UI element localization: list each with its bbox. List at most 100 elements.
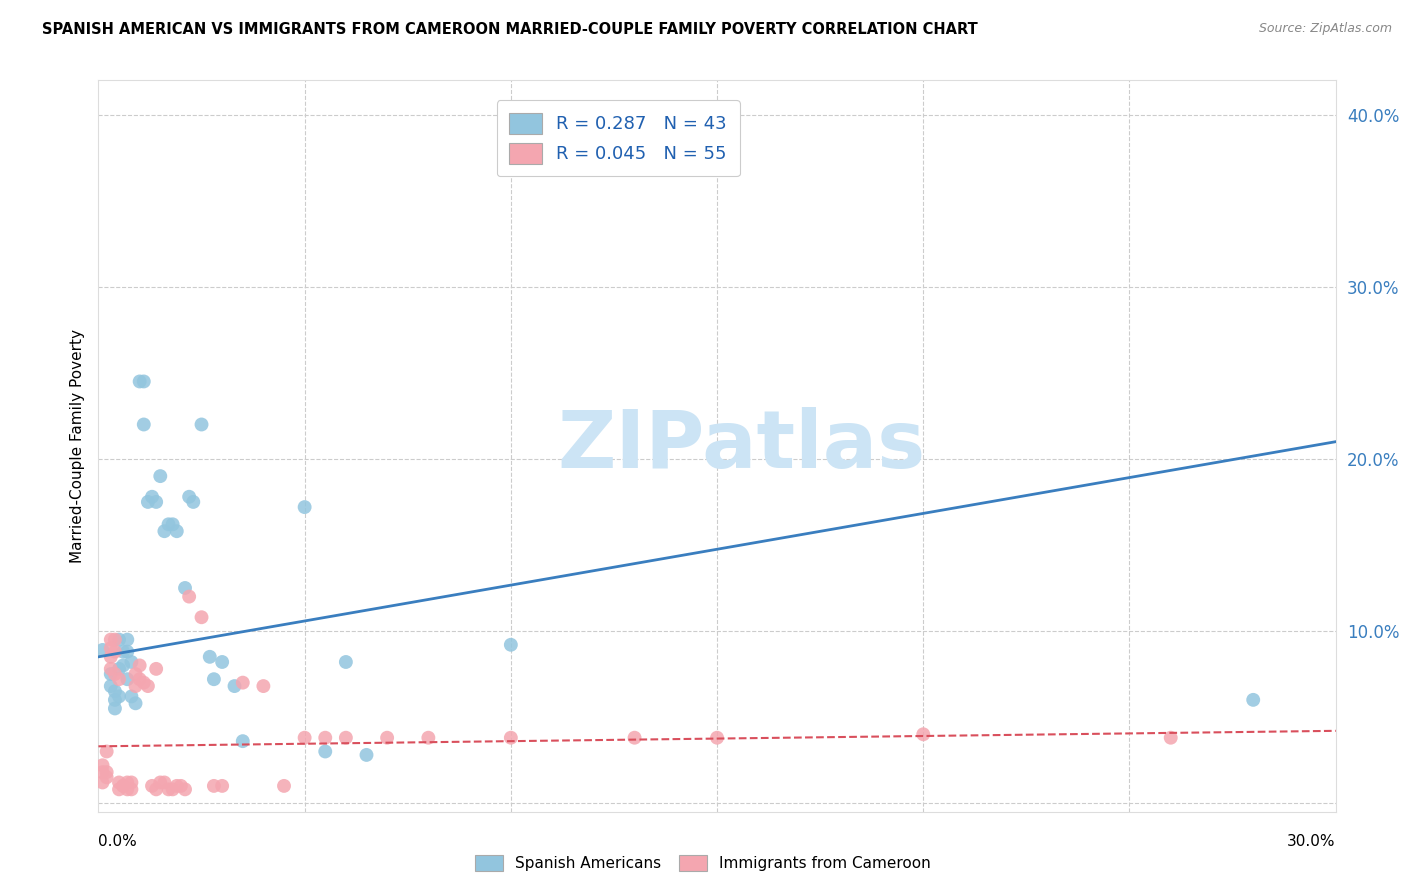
Point: [112, 658, 135, 673]
Point: [157, 517, 180, 532]
Point: [100, 667, 122, 681]
Point: [124, 667, 146, 681]
Point: [96, 765, 118, 780]
Point: [91, 758, 114, 772]
Point: [124, 679, 146, 693]
Point: [706, 731, 728, 745]
Point: [190, 417, 212, 432]
Point: [294, 500, 316, 514]
Point: [104, 684, 127, 698]
Point: [108, 632, 131, 647]
Point: [224, 679, 246, 693]
Point: [120, 655, 142, 669]
Text: ZIPatlas: ZIPatlas: [558, 407, 927, 485]
Point: [912, 727, 935, 741]
Point: [100, 679, 122, 693]
Point: [1241, 693, 1264, 707]
Legend: Spanish Americans, Immigrants from Cameroon: Spanish Americans, Immigrants from Camer…: [470, 849, 936, 877]
Text: 30.0%: 30.0%: [1288, 834, 1336, 849]
Point: [91, 765, 114, 780]
Point: [132, 417, 155, 432]
Point: [128, 672, 150, 686]
Point: [162, 517, 184, 532]
Point: [157, 782, 180, 797]
Point: [120, 782, 142, 797]
Point: [145, 782, 167, 797]
Point: [314, 731, 336, 745]
Point: [100, 632, 122, 647]
Point: [211, 655, 233, 669]
Point: [335, 731, 357, 745]
Point: [104, 632, 127, 647]
Point: [141, 779, 163, 793]
Point: [190, 610, 212, 624]
Point: [174, 782, 197, 797]
Point: [181, 495, 204, 509]
Point: [108, 690, 131, 704]
Point: [141, 490, 163, 504]
Point: [124, 696, 146, 710]
Point: [202, 672, 225, 686]
Point: [145, 662, 167, 676]
Point: [232, 734, 254, 748]
Point: [1160, 731, 1182, 745]
Point: [112, 779, 135, 793]
Point: [166, 779, 188, 793]
Point: [108, 775, 131, 789]
Point: [202, 779, 225, 793]
Point: [104, 701, 127, 715]
Point: [112, 779, 135, 793]
Text: 0.0%: 0.0%: [98, 834, 138, 849]
Point: [128, 658, 150, 673]
Point: [149, 775, 172, 789]
Point: [108, 782, 131, 797]
Point: [128, 375, 150, 389]
Point: [294, 731, 316, 745]
Legend: R = 0.287   N = 43, R = 0.045   N = 55: R = 0.287 N = 43, R = 0.045 N = 55: [496, 100, 740, 177]
Point: [108, 672, 131, 686]
Point: [117, 632, 139, 647]
Point: [104, 667, 127, 681]
Point: [100, 662, 122, 676]
Text: Source: ZipAtlas.com: Source: ZipAtlas.com: [1258, 22, 1392, 36]
Point: [132, 675, 155, 690]
Point: [117, 672, 139, 686]
Point: [499, 638, 522, 652]
Point: [232, 675, 254, 690]
Point: [170, 779, 193, 793]
Point: [153, 775, 176, 789]
Point: [117, 782, 139, 797]
Point: [104, 645, 127, 659]
Point: [198, 649, 221, 664]
Point: [418, 731, 440, 745]
Y-axis label: Married-Couple Family Poverty: Married-Couple Family Poverty: [69, 329, 84, 563]
Point: [623, 731, 645, 745]
Point: [120, 690, 142, 704]
Point: [120, 775, 142, 789]
Point: [91, 775, 114, 789]
Point: [153, 524, 176, 539]
Point: [96, 770, 118, 784]
Point: [108, 662, 131, 676]
Point: [96, 744, 118, 758]
Point: [112, 645, 135, 659]
Point: [252, 679, 274, 693]
Text: SPANISH AMERICAN VS IMMIGRANTS FROM CAMEROON MARRIED-COUPLE FAMILY POVERTY CORRE: SPANISH AMERICAN VS IMMIGRANTS FROM CAME…: [42, 22, 979, 37]
Point: [166, 524, 188, 539]
Point: [179, 590, 201, 604]
Point: [499, 731, 522, 745]
Point: [100, 641, 122, 656]
Point: [104, 693, 127, 707]
Point: [174, 581, 197, 595]
Point: [136, 679, 159, 693]
Point: [145, 495, 167, 509]
Point: [117, 775, 139, 789]
Point: [179, 490, 201, 504]
Point: [375, 731, 398, 745]
Point: [211, 779, 233, 793]
Point: [117, 645, 139, 659]
Point: [91, 643, 114, 657]
Point: [100, 649, 122, 664]
Point: [149, 469, 172, 483]
Point: [314, 744, 336, 758]
